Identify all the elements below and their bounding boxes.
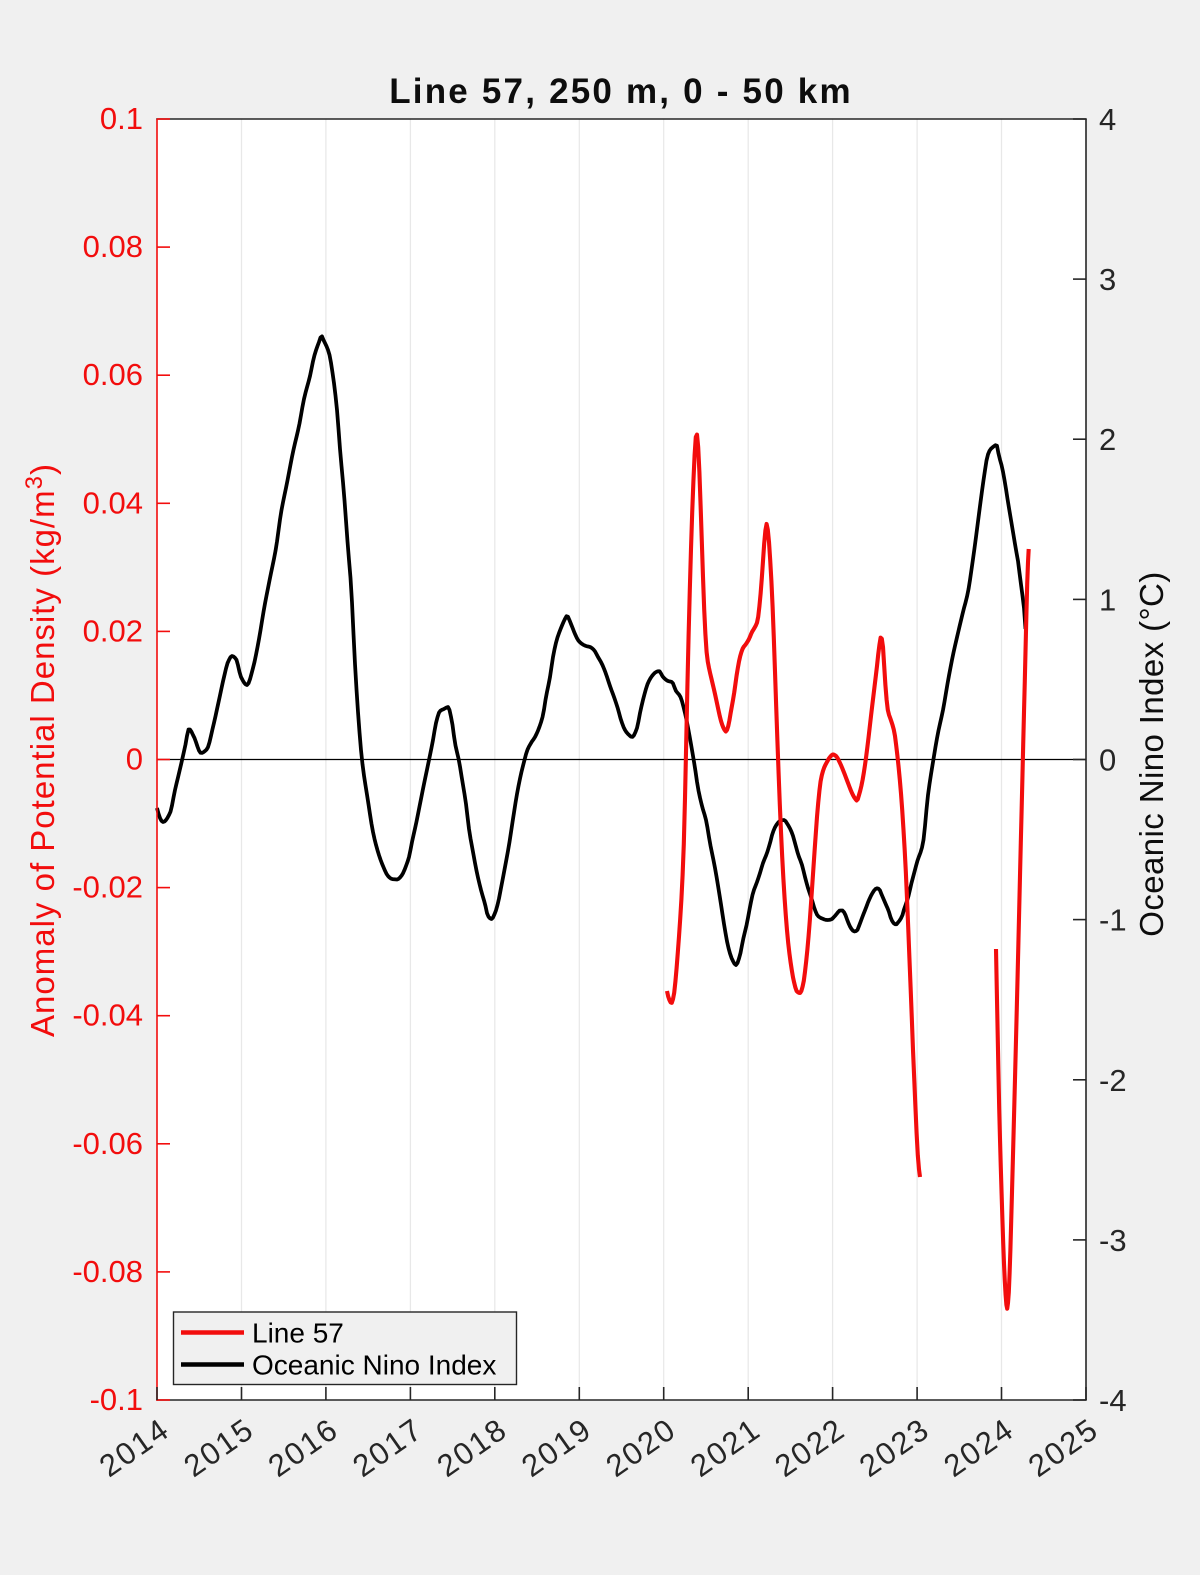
svg-text:-4: -4 bbox=[1099, 1383, 1127, 1418]
svg-text:Anomaly of Potential Density (: Anomaly of Potential Density (kg/m3) bbox=[21, 463, 61, 1037]
svg-text:2: 2 bbox=[1099, 422, 1116, 457]
svg-text:4: 4 bbox=[1099, 102, 1116, 137]
svg-text:-0.1: -0.1 bbox=[90, 1382, 143, 1417]
svg-text:0.1: 0.1 bbox=[100, 101, 143, 136]
svg-text:0: 0 bbox=[1099, 743, 1116, 778]
svg-text:Line 57, 250 m, 0 - 50 km: Line 57, 250 m, 0 - 50 km bbox=[389, 72, 853, 111]
svg-text:-0.04: -0.04 bbox=[72, 998, 143, 1033]
svg-text:-1: -1 bbox=[1099, 903, 1127, 938]
svg-text:0.06: 0.06 bbox=[83, 357, 143, 392]
svg-text:1: 1 bbox=[1099, 582, 1116, 617]
svg-text:-2: -2 bbox=[1099, 1063, 1127, 1098]
svg-text:Line 57: Line 57 bbox=[252, 1318, 344, 1349]
svg-text:Oceanic Nino Index: Oceanic Nino Index bbox=[252, 1350, 496, 1381]
svg-text:0.02: 0.02 bbox=[83, 613, 143, 648]
svg-text:3: 3 bbox=[1099, 262, 1116, 297]
svg-text:-3: -3 bbox=[1099, 1223, 1127, 1258]
svg-text:0: 0 bbox=[126, 742, 143, 777]
svg-text:-0.08: -0.08 bbox=[72, 1254, 143, 1289]
svg-text:Oceanic Nino Index (°C): Oceanic Nino Index (°C) bbox=[1133, 571, 1170, 936]
svg-text:-0.06: -0.06 bbox=[72, 1126, 143, 1161]
svg-text:0.08: 0.08 bbox=[83, 229, 143, 264]
svg-text:0.04: 0.04 bbox=[83, 485, 143, 520]
svg-text:-0.02: -0.02 bbox=[72, 870, 143, 905]
